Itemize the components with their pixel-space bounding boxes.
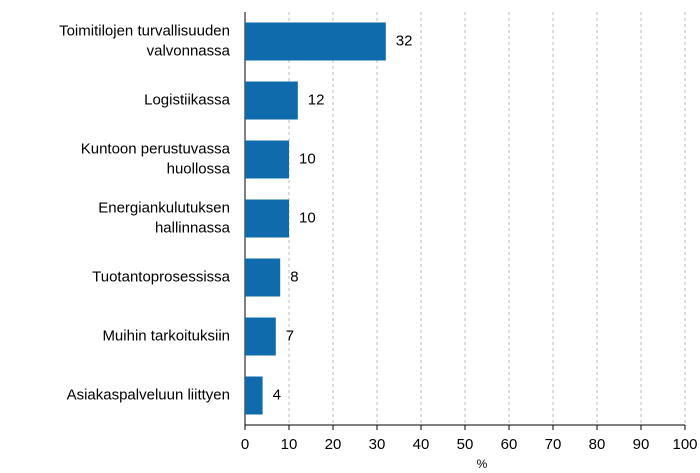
- bar: [245, 140, 289, 179]
- x-tick-label: 80: [589, 436, 606, 453]
- y-tick-label: Tuotantoprosessissa: [92, 268, 231, 285]
- x-tick-label: 0: [241, 436, 249, 453]
- x-axis-label: %: [477, 457, 488, 471]
- x-tick-label: 10: [281, 436, 298, 453]
- bar: [245, 81, 298, 120]
- value-label: 12: [308, 91, 325, 108]
- value-label: 7: [286, 327, 294, 344]
- x-tick-label: 100: [672, 436, 697, 453]
- value-label: 10: [299, 150, 316, 167]
- y-tick-label: Energiankulutuksen hallinnassa: [98, 199, 230, 236]
- y-tick-label: Logistiikassa: [144, 91, 231, 108]
- y-tick-label: Toimitilojen turvallisuuden valvonnassa: [59, 22, 231, 59]
- value-label: 10: [299, 209, 316, 226]
- bar: [245, 376, 263, 415]
- y-tick-label: Muihin tarkoituksiin: [102, 327, 230, 344]
- value-label: 32: [396, 32, 413, 49]
- x-tick-label: 90: [633, 436, 650, 453]
- x-tick-label: 30: [369, 436, 386, 453]
- bar: [245, 22, 386, 61]
- x-tick-label: 40: [413, 436, 430, 453]
- value-label: 8: [290, 268, 298, 285]
- x-tick-label: 60: [501, 436, 518, 453]
- bar: [245, 317, 276, 356]
- value-label: 4: [273, 386, 281, 403]
- x-tick-label: 50: [457, 436, 474, 453]
- bar: [245, 258, 281, 297]
- x-tick-label: 70: [545, 436, 562, 453]
- y-tick-label: Kuntoon perustuvassa huollossa: [81, 140, 231, 177]
- x-tick-label: 20: [325, 436, 342, 453]
- y-tick-label: Asiakaspalveluun liittyen: [67, 386, 230, 403]
- bar: [245, 199, 289, 238]
